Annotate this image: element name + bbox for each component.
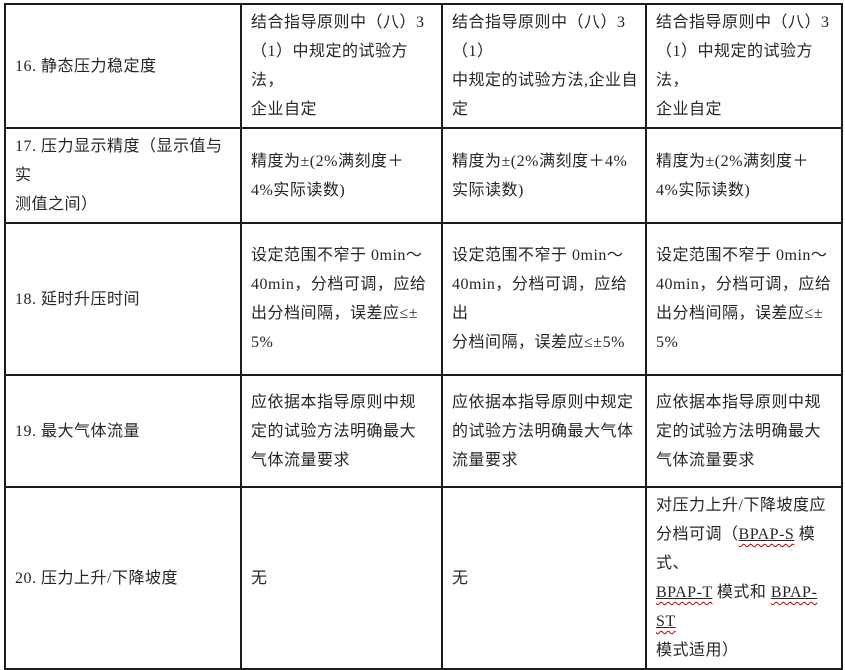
row-20-col2: 无	[240, 486, 443, 670]
row-16-label: 16. 静态压力稳定度	[4, 3, 242, 129]
row-19-col3: 应依据本指导原则中规定 的试验方法明确最大气体 流量要求	[441, 374, 647, 488]
row-20-label: 20. 压力上升/下降坡度	[4, 486, 242, 670]
row-18-label: 18. 延时升压时间	[4, 222, 242, 376]
table-row: 16. 静态压力稳定度 结合指导原则中（八）3 （1）中规定的试验方法， 企业自…	[4, 3, 843, 129]
table-row: 18. 延时升压时间 设定范围不窄于 0min～ 40min，分档可调，应给 出…	[4, 222, 843, 376]
row-17-label: 17. 压力显示精度（显示值与实 测值之间）	[4, 127, 242, 224]
row-19-col4: 应依据本指导原则中规 定的试验方法明确最大 气体流量要求	[645, 374, 843, 488]
row-16-col3: 结合指导原则中（八）3（1） 中规定的试验方法,企业自 定	[441, 3, 647, 129]
row-16-col2: 结合指导原则中（八）3 （1）中规定的试验方法， 企业自定	[240, 3, 443, 129]
row-18-col2: 设定范围不窄于 0min～ 40min，分档可调，应给 出分档间隔，误差应≤± …	[240, 222, 443, 376]
row-18-col4: 设定范围不窄于 0min～ 40min，分档可调，应给 出分档间隔，误差应≤± …	[645, 222, 843, 376]
table-row: 19. 最大气体流量 应依据本指导原则中规 定的试验方法明确最大 气体流量要求 …	[4, 374, 843, 488]
row-17-col4: 精度为±(2%满刻度＋ 4%实际读数)	[645, 127, 843, 224]
document-table-container: 16. 静态压力稳定度 结合指导原则中（八）3 （1）中规定的试验方法， 企业自…	[4, 3, 843, 670]
table-row: 20. 压力上升/下降坡度 无 无 对压力上升/下降坡度应 分档可调（BPAP-…	[4, 486, 843, 670]
row-19-label: 19. 最大气体流量	[4, 374, 242, 488]
row-17-col3: 精度为±(2%满刻度＋4% 实际读数)	[441, 127, 647, 224]
requirements-table: 16. 静态压力稳定度 结合指导原则中（八）3 （1）中规定的试验方法， 企业自…	[4, 3, 843, 670]
row-20-col3: 无	[441, 486, 647, 670]
row-18-col3: 设定范围不窄于 0min～ 40min，分档可调，应给出 分档间隔，误差应≤±5…	[441, 222, 647, 376]
row-17-col2: 精度为±(2%满刻度＋ 4%实际读数)	[240, 127, 443, 224]
table-row: 17. 压力显示精度（显示值与实 测值之间） 精度为±(2%满刻度＋ 4%实际读…	[4, 127, 843, 224]
row-19-col2: 应依据本指导原则中规 定的试验方法明确最大 气体流量要求	[240, 374, 443, 488]
row-20-col4: 对压力上升/下降坡度应 分档可调（BPAP-S 模式、 BPAP-T 模式和 B…	[645, 486, 843, 670]
row-16-col4: 结合指导原则中（八）3 （1）中规定的试验方法， 企业自定	[645, 3, 843, 129]
